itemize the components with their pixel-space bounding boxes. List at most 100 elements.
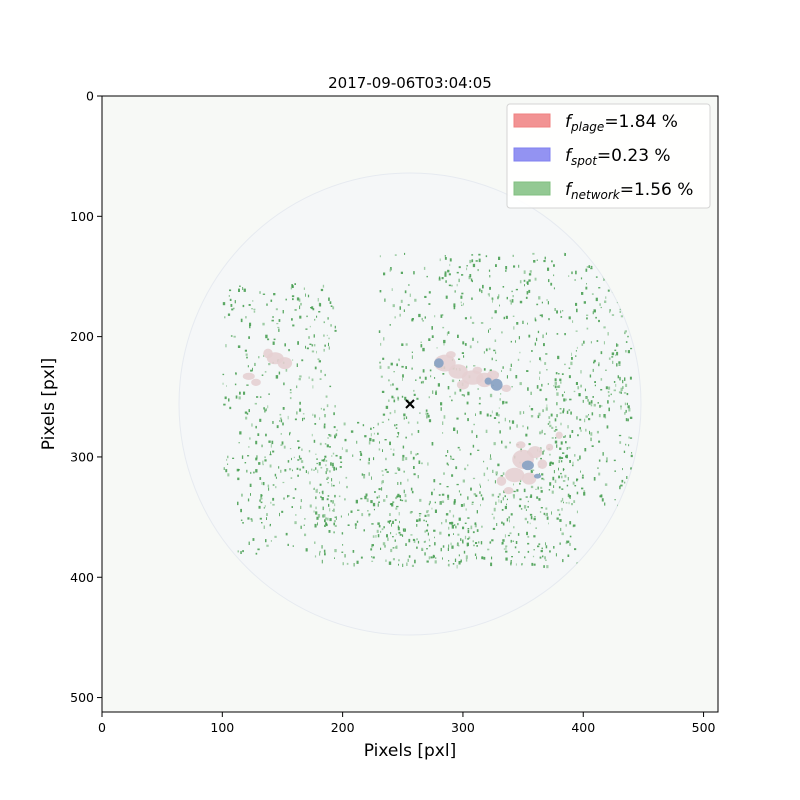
network-pixel xyxy=(392,383,394,386)
network-pixel xyxy=(466,265,468,267)
network-pixel xyxy=(427,523,429,527)
network-pixel xyxy=(405,416,408,419)
network-pixel xyxy=(527,387,529,391)
network-pixel xyxy=(463,394,465,397)
network-pixel xyxy=(510,562,512,566)
network-pixel xyxy=(304,518,306,520)
network-pixel xyxy=(598,472,601,476)
network-pixel xyxy=(453,499,456,503)
network-pixel xyxy=(590,432,593,436)
network-pixel xyxy=(538,412,541,416)
network-pixel xyxy=(289,397,292,400)
network-pixel xyxy=(539,388,542,392)
network-pixel xyxy=(298,298,301,302)
network-pixel xyxy=(527,506,529,508)
network-pixel xyxy=(434,542,436,546)
network-pixel xyxy=(624,377,626,381)
network-pixel xyxy=(302,417,304,422)
network-pixel xyxy=(397,468,401,471)
network-pixel xyxy=(323,408,325,411)
network-pixel xyxy=(427,532,429,536)
network-pixel xyxy=(597,402,599,404)
network-pixel xyxy=(605,460,608,463)
network-pixel xyxy=(431,335,434,338)
network-pixel xyxy=(556,333,559,335)
network-pixel xyxy=(423,266,426,270)
network-pixel xyxy=(298,378,301,381)
network-pixel xyxy=(561,394,564,397)
network-pixel xyxy=(413,389,415,392)
network-pixel xyxy=(302,413,305,415)
network-pixel xyxy=(564,474,567,478)
network-pixel xyxy=(485,348,488,352)
network-pixel xyxy=(480,494,483,497)
legend-swatch-plage xyxy=(513,113,551,128)
network-pixel xyxy=(464,412,466,415)
network-pixel xyxy=(449,522,452,525)
network-pixel xyxy=(368,513,371,516)
network-pixel xyxy=(416,397,419,400)
network-pixel xyxy=(474,522,477,525)
network-pixel xyxy=(269,524,271,527)
network-pixel xyxy=(467,529,470,534)
network-pixel xyxy=(282,407,285,410)
network-pixel xyxy=(318,360,321,363)
network-pixel xyxy=(394,519,397,521)
network-pixel xyxy=(558,460,560,463)
network-pixel xyxy=(264,409,266,413)
network-pixel xyxy=(502,400,505,404)
network-pixel xyxy=(533,535,536,538)
network-pixel xyxy=(299,305,301,310)
network-pixel xyxy=(239,285,241,287)
network-pixel xyxy=(453,501,456,505)
network-pixel xyxy=(594,381,596,383)
network-pixel xyxy=(467,538,470,540)
network-pixel xyxy=(451,379,455,383)
network-pixel xyxy=(408,555,411,558)
network-pixel xyxy=(379,361,381,364)
network-pixel xyxy=(265,408,267,412)
network-pixel xyxy=(597,467,599,469)
network-pixel xyxy=(240,551,242,554)
network-pixel xyxy=(535,488,537,490)
network-pixel xyxy=(445,455,447,457)
network-pixel xyxy=(359,458,361,461)
network-pixel xyxy=(478,258,481,263)
network-pixel xyxy=(283,497,285,500)
network-pixel xyxy=(401,499,404,502)
network-pixel xyxy=(389,324,391,326)
network-pixel xyxy=(237,477,240,481)
network-pixel xyxy=(469,452,472,456)
network-pixel xyxy=(479,397,481,400)
network-pixel xyxy=(313,439,316,443)
network-pixel xyxy=(334,494,336,498)
network-pixel xyxy=(399,306,401,310)
network-pixel xyxy=(331,465,334,468)
network-pixel xyxy=(512,315,515,317)
network-pixel xyxy=(323,321,325,324)
network-pixel xyxy=(248,541,250,545)
network-pixel xyxy=(327,495,330,497)
network-pixel xyxy=(402,563,404,567)
spot-region xyxy=(434,358,444,368)
network-pixel xyxy=(523,411,525,414)
network-pixel xyxy=(375,535,377,538)
network-pixel xyxy=(477,449,480,451)
network-pixel xyxy=(461,394,464,396)
network-pixel xyxy=(253,308,256,310)
plage-region xyxy=(545,443,554,451)
network-pixel xyxy=(399,313,401,317)
network-pixel xyxy=(483,351,485,354)
network-pixel xyxy=(376,529,379,533)
network-pixel xyxy=(250,369,253,372)
network-pixel xyxy=(464,317,467,320)
network-pixel xyxy=(491,556,493,560)
network-pixel xyxy=(383,272,386,276)
network-pixel xyxy=(549,462,552,466)
network-pixel xyxy=(523,488,526,493)
network-pixel xyxy=(229,289,232,292)
network-pixel xyxy=(269,464,272,468)
network-pixel xyxy=(553,274,555,277)
network-pixel xyxy=(280,469,282,473)
network-pixel xyxy=(355,526,357,529)
